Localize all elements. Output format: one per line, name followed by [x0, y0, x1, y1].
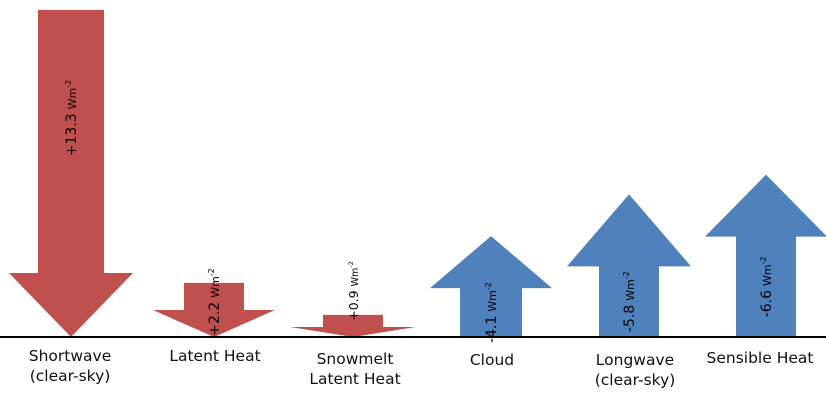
category-label-snowmelt-latent-heat: Snowmelt Latent Heat — [285, 349, 425, 389]
flux-value-unit: Wm — [761, 264, 774, 286]
category-label-latent-heat: Latent Heat — [145, 346, 285, 366]
flux-value-number: +13.3 — [64, 113, 80, 156]
flux-arrow-latent-heat — [153, 282, 275, 337]
flux-value-unit: Wm — [350, 268, 361, 287]
flux-value-unit-exponent: -2 — [484, 282, 493, 290]
flux-arrow-shortwave — [9, 9, 133, 337]
flux-arrow-longwave — [567, 194, 691, 337]
flux-value-unit-exponent: -2 — [207, 268, 216, 276]
category-label-line: Cloud — [469, 351, 515, 369]
flux-value-number: -6.6 — [759, 290, 775, 317]
flux-arrow-sensible-heat — [705, 174, 826, 337]
flux-value-number: -5.8 — [622, 305, 638, 332]
category-label-line: Sensible Heat — [706, 349, 814, 367]
category-label-line: Latent Heat — [169, 347, 261, 365]
flux-value-unit: Wm — [66, 88, 79, 110]
category-label-sensible-heat: Sensible Heat — [694, 348, 826, 368]
flux-value-label-cloud: -4.1 Wm-2 — [484, 282, 500, 343]
flux-arrow-cloud — [430, 236, 552, 337]
flux-value-label-shortwave: +13.3 Wm-2 — [64, 80, 80, 156]
flux-value-unit: Wm — [209, 276, 222, 298]
flux-value-number: -4.1 — [484, 316, 500, 343]
category-label-line: Snowmelt — [316, 350, 394, 368]
category-label-line: (clear-sky) — [594, 371, 676, 389]
flux-value-unit-exponent: -2 — [759, 256, 768, 264]
flux-value-label-snowmelt-latent-heat: +0.9 Wm-2 — [346, 261, 361, 321]
flux-value-label-latent-heat: +2.2 Wm-2 — [207, 268, 223, 336]
category-label-line: Latent Heat — [309, 370, 401, 388]
category-label-line: Shortwave — [28, 347, 112, 365]
flux-value-number: +2.2 — [207, 302, 223, 336]
category-label-cloud: Cloud — [422, 350, 562, 370]
flux-value-unit-exponent: -2 — [622, 271, 631, 279]
category-label-shortwave: Shortwave (clear-sky) — [0, 346, 140, 386]
flux-value-label-longwave: -5.8 Wm-2 — [622, 271, 638, 332]
flux-value-unit: Wm — [624, 279, 637, 301]
category-label-line: (clear-sky) — [29, 367, 111, 385]
category-label-line: Longwave — [595, 351, 675, 369]
flux-value-number: +0.9 — [346, 290, 361, 320]
flux-value-unit-exponent: -2 — [64, 80, 73, 88]
flux-value-label-sensible-heat: -6.6 Wm-2 — [759, 256, 775, 317]
flux-value-unit-exponent: -2 — [347, 261, 355, 267]
flux-value-unit: Wm — [486, 290, 499, 312]
category-label-longwave: Longwave (clear-sky) — [560, 350, 710, 390]
flux-arrow-snowmelt-latent-heat — [290, 314, 416, 337]
